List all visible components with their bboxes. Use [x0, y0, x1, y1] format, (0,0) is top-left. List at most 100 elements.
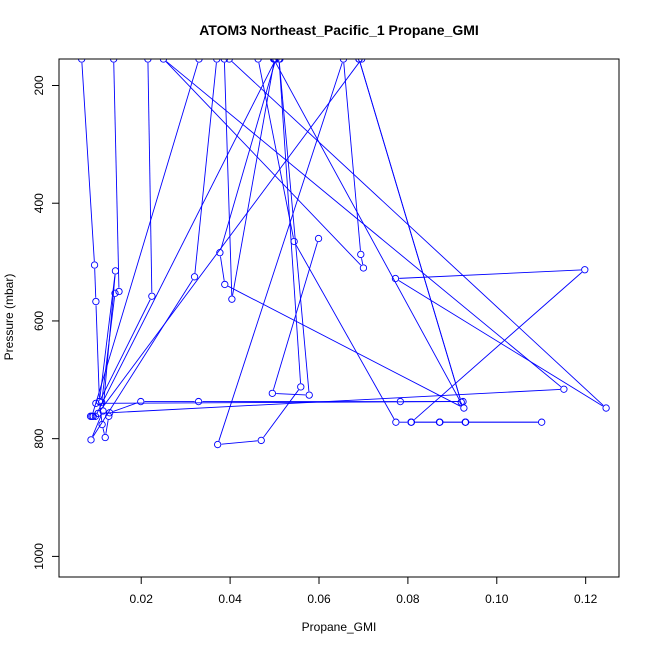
data-point [213, 59, 221, 63]
data-point [560, 385, 568, 393]
data-point [407, 418, 416, 426]
x-tick-label: 0.06 [307, 592, 331, 606]
x-tick-label: 0.02 [130, 592, 154, 606]
y-tick-label: 1000 [32, 543, 46, 570]
data-point [99, 407, 107, 415]
series-1 [78, 59, 467, 442]
data-point [355, 59, 363, 63]
series-segment [92, 62, 199, 413]
series-5 [94, 59, 568, 449]
data-point [228, 295, 236, 303]
data-point [391, 274, 400, 283]
data-point [314, 234, 323, 243]
data-point [92, 297, 100, 306]
data-point [358, 59, 366, 63]
series-segment [94, 268, 97, 298]
data-point [254, 59, 262, 63]
series-segment [147, 62, 153, 293]
data-point [101, 433, 109, 442]
data-point [92, 399, 100, 408]
series-segment [221, 440, 258, 445]
series-segment [398, 280, 604, 407]
data-point [290, 237, 298, 246]
series-segment [96, 62, 275, 414]
series-segment [359, 62, 461, 399]
data-point [98, 420, 106, 429]
series-segment [258, 62, 294, 238]
data-point [392, 418, 400, 426]
y-tick-label: 200 [32, 75, 46, 95]
data-point [144, 59, 152, 63]
data-point [221, 280, 229, 289]
data-point [111, 289, 119, 297]
data-point [581, 266, 589, 274]
data-point [111, 267, 120, 275]
series-segment [361, 258, 364, 265]
series-segment [272, 242, 318, 390]
x-tick-label: 0.12 [574, 592, 598, 606]
data-point [268, 389, 276, 397]
series-segment [166, 61, 562, 388]
data-point [225, 59, 233, 63]
data-point [359, 264, 368, 272]
data-point [339, 59, 348, 63]
series-3 [86, 59, 468, 420]
data-point [297, 383, 305, 391]
data-point [90, 261, 99, 269]
data-point [538, 418, 546, 426]
series-segment [275, 62, 463, 405]
series-segment [102, 274, 116, 408]
x-tick-label: 0.04 [218, 592, 242, 606]
series-segment [100, 61, 360, 411]
series-segment [194, 62, 217, 274]
x-axis-label: Propane_GMI [302, 620, 377, 634]
data-point [190, 273, 199, 281]
data-point [137, 397, 145, 406]
series-segment [220, 62, 276, 250]
data-point [94, 409, 102, 418]
x-tick-label: 0.10 [485, 592, 509, 606]
series-6 [355, 59, 465, 406]
chart-title: ATOM3 Northeast_Pacific_1 Propane_GMI [199, 22, 479, 38]
series-segment [231, 61, 604, 406]
series-segment [399, 269, 582, 279]
data-point [78, 59, 86, 63]
series-segment [224, 62, 233, 296]
data-point [305, 391, 313, 399]
series-segment [113, 402, 138, 412]
data-point [257, 436, 265, 445]
series-segment [343, 62, 361, 251]
data-point [214, 440, 222, 449]
data-point [86, 412, 95, 420]
series-segment [101, 388, 561, 414]
data-point [357, 250, 365, 259]
plot-frame [58, 58, 620, 578]
series-2 [87, 59, 221, 444]
data-point [435, 418, 444, 426]
series-segment [99, 401, 460, 404]
series-segment [113, 62, 120, 288]
y-tick-label: 400 [32, 193, 46, 213]
x-axis: 0.02 0.04 0.06 0.08 0.10 0.12 [130, 577, 598, 606]
data-point [220, 59, 228, 63]
data-point [194, 397, 203, 406]
series-segment [227, 285, 461, 407]
data-point [87, 436, 95, 444]
series-segment [95, 305, 100, 398]
series-segment [81, 62, 95, 262]
series-segment [278, 62, 310, 392]
data-point [115, 287, 123, 296]
series-4 [225, 59, 610, 426]
data-point [462, 418, 470, 426]
data-point [110, 59, 118, 63]
data-point [270, 59, 279, 63]
data-point [396, 397, 404, 406]
series-segment [232, 62, 275, 296]
series-segment [92, 414, 102, 437]
plot-area [78, 59, 610, 449]
y-axis-label: Pressure (mbar) [2, 274, 16, 361]
data-point [457, 398, 465, 406]
series-segment [414, 271, 583, 421]
y-axis: 200 400 600 800 1000 [32, 75, 59, 570]
